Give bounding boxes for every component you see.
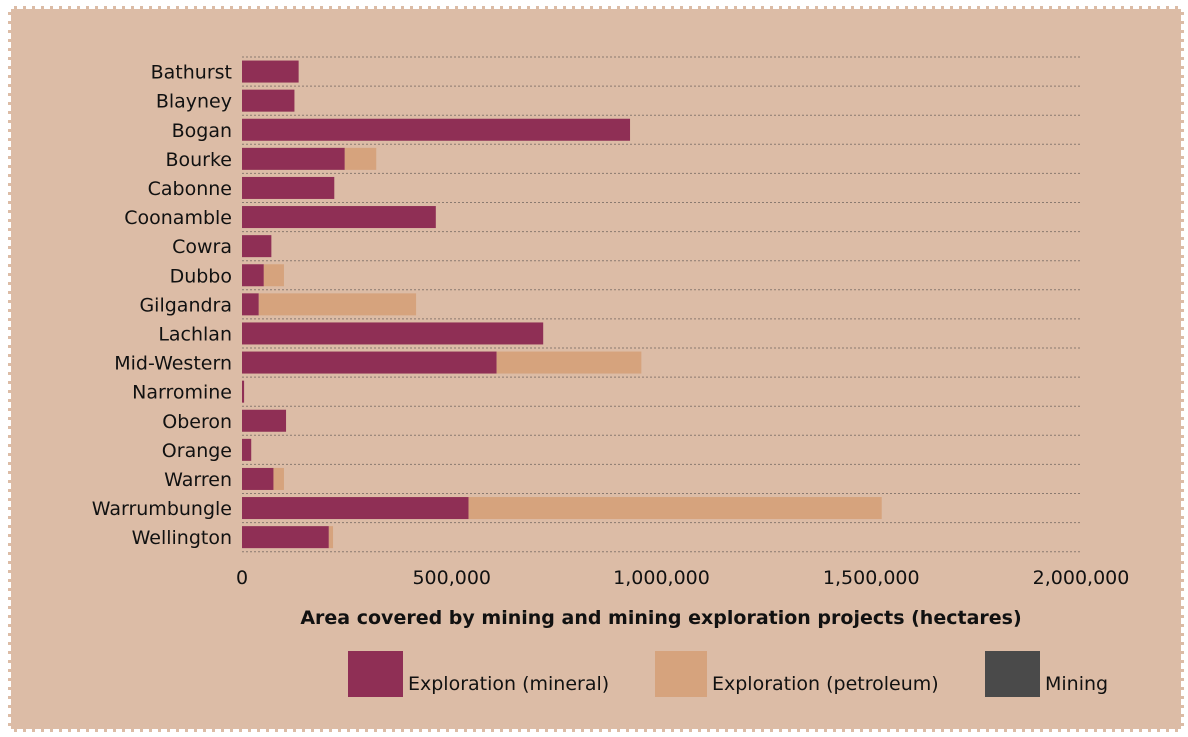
category-label: Bathurst: [151, 62, 232, 84]
bar-segment: [242, 293, 259, 316]
bar-segment: [242, 409, 287, 432]
category-label: Gilgandra: [139, 294, 232, 316]
x-tick-label: 500,000: [412, 567, 491, 589]
bar-segment: [258, 293, 417, 316]
category-label: Lachlan: [158, 323, 232, 345]
category-label: Wellington: [132, 527, 232, 549]
legend-swatch: [655, 651, 707, 697]
bar-segment: [242, 235, 272, 258]
category-label: Cowra: [172, 236, 232, 258]
category-label: Mid-Western: [114, 353, 232, 375]
bar-segment: [242, 467, 274, 490]
bar-segment: [468, 497, 882, 520]
bar-segment: [242, 438, 252, 461]
legend-label: Exploration (mineral): [408, 673, 609, 695]
legend-swatch: [348, 651, 403, 697]
category-label: Oberon: [162, 411, 232, 433]
bar-segment: [242, 89, 295, 112]
bar-segment: [242, 322, 544, 345]
x-axis-title: Area covered by mining and mining explor…: [300, 607, 1021, 629]
x-tick-label: 1,000,000: [613, 567, 710, 589]
category-labels: Bathurst Blayney Bogan Bourke Cabonne Coonamb…: [92, 62, 232, 550]
category-label: Bourke: [165, 149, 232, 171]
legend: Exploration (mineral) Exploration (petrol…: [348, 651, 1108, 697]
bar-segment: [273, 467, 284, 490]
category-label: Bogan: [172, 120, 232, 142]
legend-label: Exploration (petroleum): [712, 673, 939, 695]
bar-segment: [242, 147, 345, 170]
category-label: Narromine: [132, 382, 232, 404]
category-label: Cabonne: [148, 178, 232, 200]
bar-segment: [242, 526, 329, 549]
bar-segment: [344, 147, 377, 170]
x-tick-labels: 0 500,000 1,000,000 1,500,000 2,000,000: [236, 567, 1129, 589]
category-label: Blayney: [156, 91, 232, 113]
bars: [242, 60, 882, 549]
x-tick-label: 2,000,000: [1033, 567, 1130, 589]
bar-segment: [242, 351, 497, 374]
bar-segment: [242, 176, 335, 199]
category-label: Orange: [162, 440, 232, 462]
bar-segment: [242, 497, 469, 520]
x-tick-label: 0: [236, 567, 248, 589]
bar-segment: [328, 526, 334, 549]
legend-swatch: [985, 651, 1040, 697]
bar-segment: [242, 380, 245, 403]
category-label: Warrumbungle: [92, 498, 232, 520]
bar-segment: [242, 60, 299, 83]
category-label: Warren: [164, 469, 232, 491]
category-label: Coonamble: [124, 207, 232, 229]
bar-segment: [242, 118, 631, 141]
bar-segment: [242, 206, 436, 229]
bar-segment: [496, 351, 642, 374]
bar-segment: [242, 264, 264, 287]
category-label: Dubbo: [170, 265, 232, 287]
legend-label: Mining: [1045, 673, 1108, 695]
bar-segment: [263, 264, 284, 287]
x-tick-label: 1,500,000: [823, 567, 920, 589]
